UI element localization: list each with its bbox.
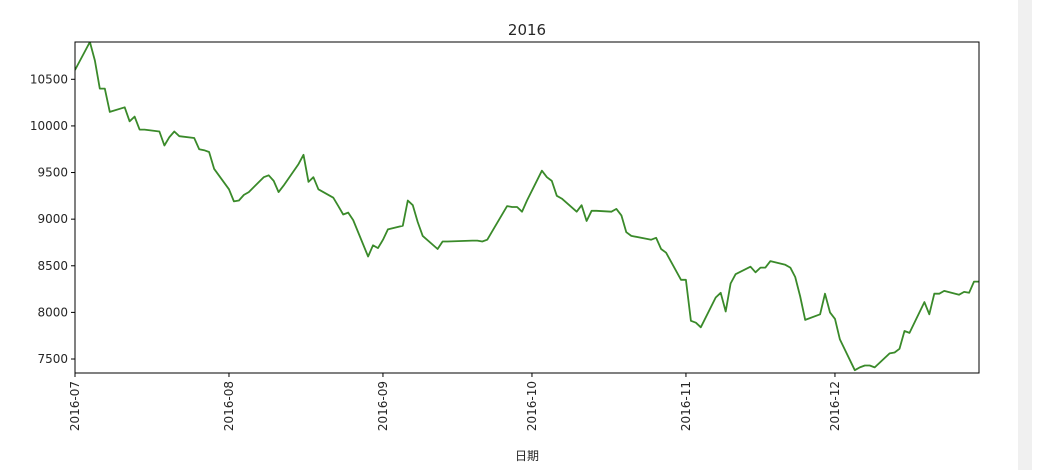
y-tick-label: 8000 bbox=[37, 305, 68, 319]
y-tick-label: 9000 bbox=[37, 212, 68, 226]
y-tick-label: 7500 bbox=[37, 352, 68, 366]
x-tick-label: 2016-09 bbox=[376, 381, 390, 431]
x-tick-label: 2016-12 bbox=[828, 381, 842, 431]
y-tick-label: 10500 bbox=[30, 72, 68, 86]
y-axis: 7500 8000 8500 9000 9500 10000 10500 bbox=[30, 72, 75, 366]
series-line bbox=[75, 42, 979, 372]
x-tick-label: 2016-07 bbox=[68, 381, 82, 431]
right-edge-panel bbox=[1032, 0, 1054, 470]
plot-area bbox=[74, 41, 980, 374]
y-tick-label: 8500 bbox=[37, 259, 68, 273]
x-tick-label: 2016-08 bbox=[222, 381, 236, 431]
y-tick-label: 10000 bbox=[30, 119, 68, 133]
x-axis-label: 日期 bbox=[515, 449, 539, 463]
x-tick-label: 2016-10 bbox=[525, 381, 539, 431]
plot-frame bbox=[74, 41, 980, 374]
scrollbar-track[interactable] bbox=[1018, 0, 1032, 470]
y-tick-label: 9500 bbox=[37, 166, 68, 180]
chart-title: 2016 bbox=[508, 21, 546, 39]
x-axis: 2016-07 2016-08 2016-09 2016-10 2016-11 2016-… bbox=[68, 373, 842, 431]
x-tick-label: 2016-11 bbox=[679, 381, 693, 431]
